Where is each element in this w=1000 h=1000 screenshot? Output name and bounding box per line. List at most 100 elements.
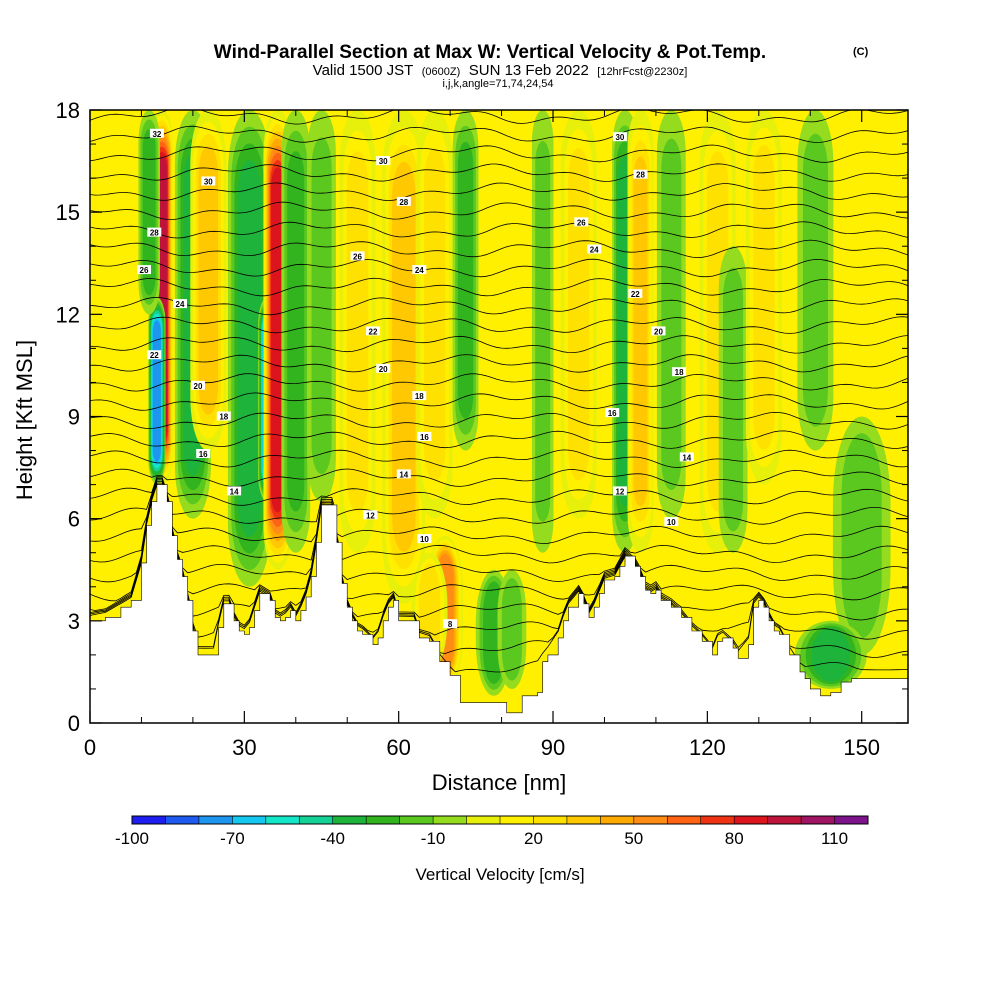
velocity-band — [753, 145, 775, 450]
isentrope-line — [90, 277, 908, 297]
colorbar-tick-label: 20 — [524, 829, 543, 848]
colorbar-swatch — [132, 816, 166, 824]
pot-temp-label: 14 — [679, 452, 694, 462]
svg-text:22: 22 — [369, 327, 378, 336]
svg-text:18: 18 — [675, 368, 684, 377]
svg-text:18: 18 — [415, 392, 424, 401]
svg-text:18: 18 — [219, 413, 228, 422]
pot-temp-label: 8 — [443, 619, 458, 629]
colorbar-tick-label: 110 — [821, 829, 848, 848]
pot-temp-label: 26 — [350, 251, 365, 261]
isentrope-line — [90, 477, 908, 525]
isentrope-line — [90, 479, 908, 545]
isentrope-line — [90, 221, 908, 239]
velocity-band — [311, 137, 332, 475]
velocity-band — [271, 167, 285, 513]
velocity-band — [152, 320, 161, 462]
isentrope-line — [90, 110, 908, 125]
svg-text:16: 16 — [608, 409, 617, 418]
isentrope-line — [90, 449, 908, 468]
pot-temp-label: 18 — [672, 367, 687, 377]
colorbar-swatch — [165, 816, 200, 824]
svg-text:10: 10 — [420, 535, 429, 544]
isentrope-line — [90, 258, 908, 278]
colorbar-title: Vertical Velocity [cm/s] — [415, 865, 584, 884]
colorbar-swatch — [533, 816, 568, 824]
colorbar-swatch — [633, 816, 668, 824]
svg-text:24: 24 — [176, 300, 185, 309]
pot-temp-label: 30 — [612, 132, 627, 142]
velocity-band — [535, 141, 551, 522]
isentrope-line — [90, 201, 908, 221]
colorbar-tick-label: -40 — [320, 829, 345, 848]
velocity-band — [346, 151, 369, 512]
isentrope-line — [90, 335, 908, 354]
isentrope-line — [90, 316, 908, 334]
isentrope-line — [90, 125, 908, 143]
svg-text:28: 28 — [636, 171, 645, 180]
pot-temp-label: 24 — [587, 244, 602, 255]
y-tick-label: 9 — [68, 405, 80, 430]
pot-temp-contours — [90, 110, 908, 673]
pot-temp-label: 20 — [651, 326, 666, 336]
velocity-band — [392, 161, 416, 552]
svg-text:14: 14 — [399, 470, 408, 479]
title-mark: (C) — [853, 46, 869, 58]
isentrope-line — [90, 392, 908, 411]
pot-temp-label: 10 — [664, 517, 679, 527]
velocity-band — [501, 578, 522, 681]
subtitle-valid: Valid 1500 JST — [313, 62, 414, 79]
colorbar-swatch — [566, 816, 601, 824]
svg-text:14: 14 — [682, 453, 691, 462]
x-tick-label: 120 — [689, 735, 726, 760]
subtitle-zulu: (0600Z) — [422, 66, 461, 78]
velocity-band — [661, 138, 682, 491]
pot-temp-label: 30 — [376, 156, 391, 166]
colorbar: -100 -70 -40 -10 20 50 80 110 — [115, 815, 869, 848]
axis-ticks: 0 30 60 90 120 150 0 3 6 9 12 15 18 — [56, 98, 908, 760]
pot-temp-label: 18 — [412, 391, 427, 401]
pot-temp-label: 30 — [201, 176, 216, 187]
velocity-band — [198, 145, 219, 415]
velocity-band — [841, 433, 882, 639]
pot-temp-label: 16 — [417, 431, 432, 442]
svg-text:26: 26 — [577, 218, 586, 227]
velocity-band — [633, 156, 648, 507]
svg-text:24: 24 — [415, 266, 424, 275]
colorbar-swatch — [667, 816, 702, 824]
svg-text:30: 30 — [204, 178, 213, 187]
velocity-band — [568, 148, 590, 481]
pot-temp-labels: 32 30 28 26 24 22 20 18 16 14 30 28 26 24 22 20 18 16 14 12… — [137, 128, 694, 629]
colorbar-swatch — [801, 816, 835, 824]
velocity-band — [457, 141, 474, 419]
pot-temp-label: 14 — [227, 486, 242, 496]
isentrope-line — [90, 354, 908, 373]
svg-text:30: 30 — [615, 133, 624, 142]
colorbar-swatch — [500, 816, 534, 824]
pot-temp-label: 10 — [417, 534, 432, 544]
svg-text:22: 22 — [150, 351, 159, 360]
svg-text:28: 28 — [150, 229, 159, 238]
pot-temp-label: 22 — [628, 288, 643, 299]
svg-text:10: 10 — [667, 518, 676, 527]
x-tick-label: 60 — [386, 735, 410, 760]
isentrope-line — [90, 484, 908, 602]
velocity-band — [237, 160, 262, 537]
svg-text:16: 16 — [199, 450, 208, 459]
y-axis-label: Height [Kft MSL] — [12, 340, 37, 500]
pot-temp-label: 20 — [191, 380, 205, 391]
colorbar-swatch — [332, 816, 367, 824]
colorbar-swatch — [366, 816, 400, 824]
colorbar-tick-label: -100 — [115, 829, 149, 848]
pot-temp-label: 16 — [605, 408, 620, 418]
colorbar-swatch — [433, 816, 467, 824]
svg-text:12: 12 — [615, 487, 624, 496]
chart-subtitle: Valid 1500 JST (0600Z) SUN 13 Feb 2022 [… — [313, 62, 688, 79]
svg-text:22: 22 — [631, 290, 640, 299]
isentrope-line — [90, 144, 908, 163]
y-tick-label: 18 — [56, 98, 80, 123]
velocity-band — [142, 129, 156, 296]
svg-text:16: 16 — [420, 433, 429, 442]
colorbar-swatch — [232, 816, 267, 824]
velocity-band — [424, 148, 446, 481]
